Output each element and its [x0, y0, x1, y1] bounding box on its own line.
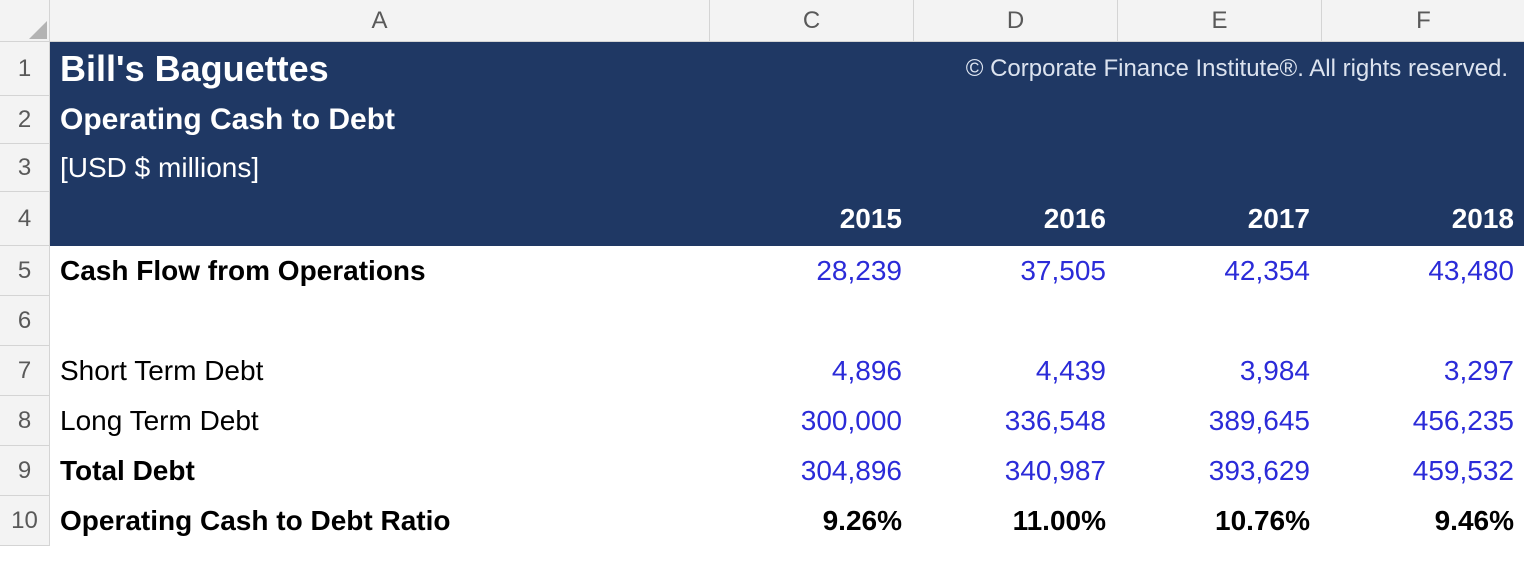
total-2015[interactable]: 304,896 — [710, 446, 914, 496]
row-header-9[interactable]: 9 — [0, 446, 50, 496]
ratio-2016[interactable]: 11.00% — [914, 496, 1118, 546]
cell-A6[interactable] — [50, 296, 710, 346]
total-2017[interactable]: 393,629 — [1118, 446, 1322, 496]
total-2016[interactable]: 340,987 — [914, 446, 1118, 496]
cfo-2018[interactable]: 43,480 — [1322, 246, 1524, 296]
col-header-E[interactable]: E — [1118, 0, 1322, 42]
ratio-2017[interactable]: 10.76% — [1118, 496, 1322, 546]
year-2017[interactable]: 2017 — [1118, 192, 1322, 246]
ltd-2015[interactable]: 300,000 — [710, 396, 914, 446]
cell-F6[interactable] — [1322, 296, 1524, 346]
cell-F2[interactable] — [1322, 96, 1524, 144]
std-2016[interactable]: 4,439 — [914, 346, 1118, 396]
year-2018[interactable]: 2018 — [1322, 192, 1524, 246]
label-total-debt[interactable]: Total Debt — [50, 446, 710, 496]
copyright-text: © Corporate Finance Institute®. All righ… — [710, 42, 1524, 96]
cell-E3[interactable] — [1118, 144, 1322, 192]
col-header-C[interactable]: C — [710, 0, 914, 42]
row-header-2[interactable]: 2 — [0, 96, 50, 144]
cell-C2[interactable] — [710, 96, 914, 144]
ltd-2016[interactable]: 336,548 — [914, 396, 1118, 446]
col-header-F[interactable]: F — [1322, 0, 1524, 42]
ltd-2017[interactable]: 389,645 — [1118, 396, 1322, 446]
report-title[interactable]: Operating Cash to Debt — [50, 96, 710, 144]
year-2016[interactable]: 2016 — [914, 192, 1118, 246]
label-cfo[interactable]: Cash Flow from Operations — [50, 246, 710, 296]
company-name[interactable]: Bill's Baguettes — [50, 42, 710, 96]
row-header-6[interactable]: 6 — [0, 296, 50, 346]
cell-D3[interactable] — [914, 144, 1118, 192]
cell-A4[interactable] — [50, 192, 710, 246]
year-2015[interactable]: 2015 — [710, 192, 914, 246]
cell-C3[interactable] — [710, 144, 914, 192]
cfo-2015[interactable]: 28,239 — [710, 246, 914, 296]
row-header-7[interactable]: 7 — [0, 346, 50, 396]
cell-F3[interactable] — [1322, 144, 1524, 192]
units-label[interactable]: [USD $ millions] — [50, 144, 710, 192]
label-ratio[interactable]: Operating Cash to Debt Ratio — [50, 496, 710, 546]
cell-D6[interactable] — [914, 296, 1118, 346]
select-all-icon — [29, 21, 47, 39]
col-header-D[interactable]: D — [914, 0, 1118, 42]
row-header-8[interactable]: 8 — [0, 396, 50, 446]
row-header-4[interactable]: 4 — [0, 192, 50, 246]
label-ltd[interactable]: Long Term Debt — [50, 396, 710, 446]
cfo-2016[interactable]: 37,505 — [914, 246, 1118, 296]
row-header-1[interactable]: 1 — [0, 42, 50, 96]
select-all-corner[interactable] — [0, 0, 50, 42]
ratio-2015[interactable]: 9.26% — [710, 496, 914, 546]
total-2018[interactable]: 459,532 — [1322, 446, 1524, 496]
cell-C6[interactable] — [710, 296, 914, 346]
row-header-5[interactable]: 5 — [0, 246, 50, 296]
label-std[interactable]: Short Term Debt — [50, 346, 710, 396]
ratio-2018[interactable]: 9.46% — [1322, 496, 1524, 546]
cell-D2[interactable] — [914, 96, 1118, 144]
cfo-2017[interactable]: 42,354 — [1118, 246, 1322, 296]
cell-E2[interactable] — [1118, 96, 1322, 144]
col-header-A[interactable]: A — [50, 0, 710, 42]
std-2015[interactable]: 4,896 — [710, 346, 914, 396]
row-header-3[interactable]: 3 — [0, 144, 50, 192]
std-2018[interactable]: 3,297 — [1322, 346, 1524, 396]
std-2017[interactable]: 3,984 — [1118, 346, 1322, 396]
ltd-2018[interactable]: 456,235 — [1322, 396, 1524, 446]
spreadsheet-grid: A C D E F 1 Bill's Baguettes © Corporate… — [0, 0, 1524, 546]
cell-E6[interactable] — [1118, 296, 1322, 346]
row-header-10[interactable]: 10 — [0, 496, 50, 546]
